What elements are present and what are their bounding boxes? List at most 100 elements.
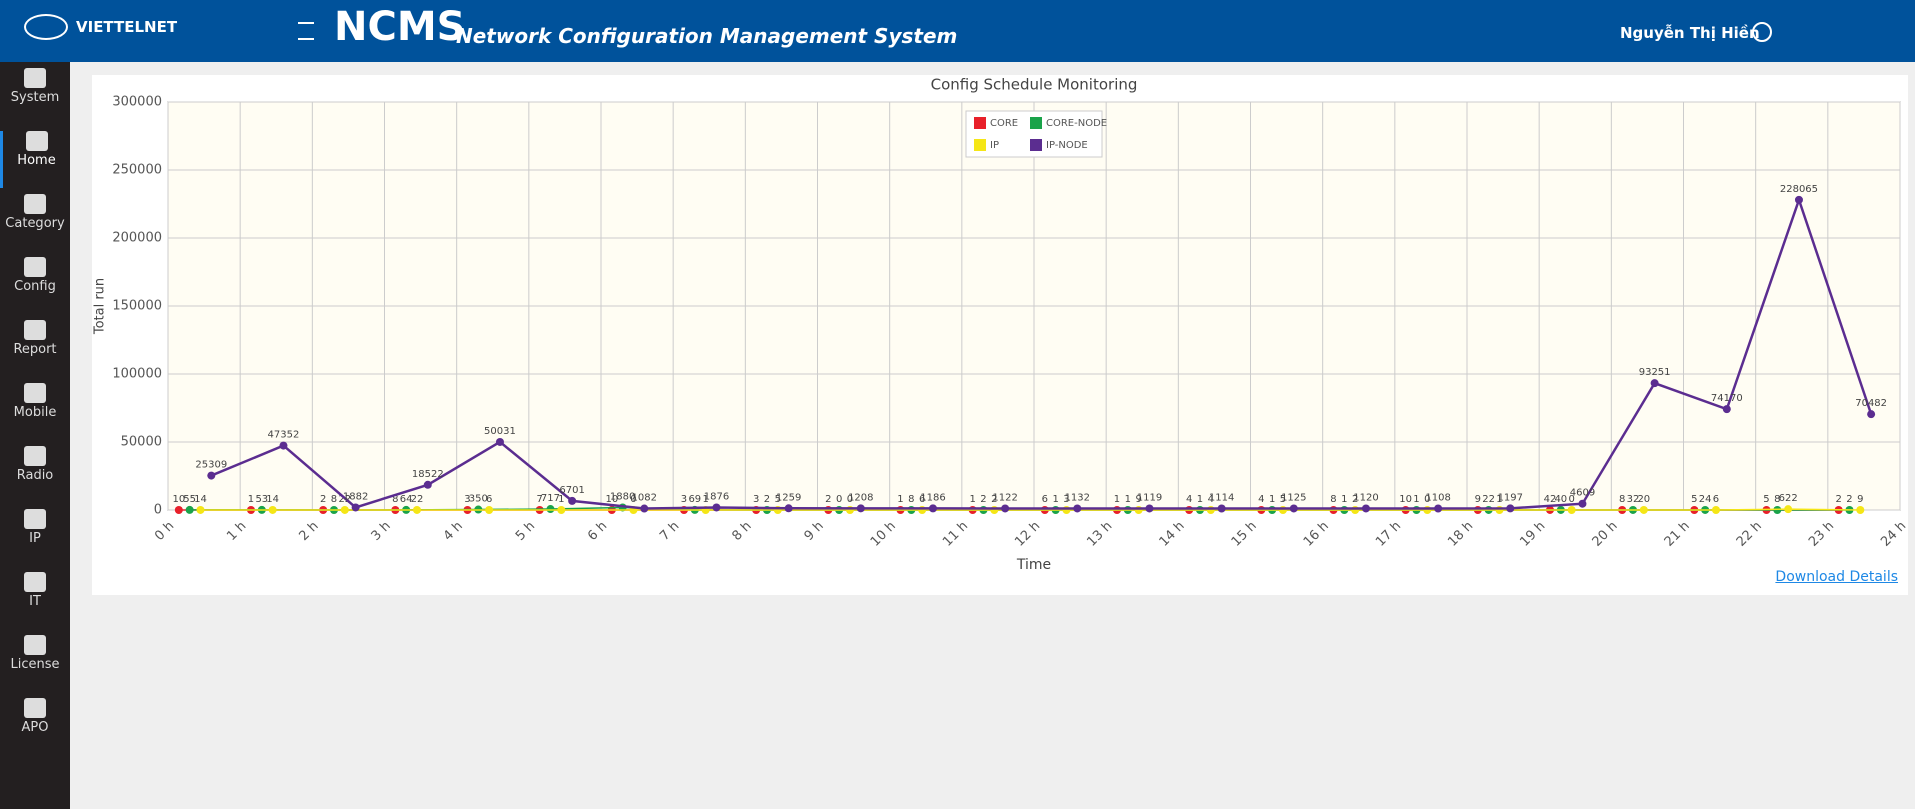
data-point <box>1784 505 1793 514</box>
data-label: 2 <box>1352 494 1358 505</box>
data-label: 1132 <box>1065 492 1090 503</box>
legend-label: CORE <box>990 118 1018 129</box>
data-label: 1 <box>1052 494 1058 505</box>
data-label: 53 <box>255 494 268 505</box>
x-tick-label: 20 h <box>1590 519 1621 550</box>
data-label: 3 <box>753 494 759 505</box>
data-label: 1119 <box>1137 492 1162 503</box>
data-label: 1880 <box>610 491 635 502</box>
nav-item[interactable]: Radio <box>0 446 70 503</box>
data-label: 64 <box>400 494 413 505</box>
data-point <box>1062 505 1071 514</box>
data-label: 228065 <box>1780 184 1818 195</box>
data-point <box>1650 379 1659 388</box>
data-point <box>1206 505 1215 514</box>
data-label: 18522 <box>412 469 444 480</box>
data-point <box>784 504 793 513</box>
y-tick-label: 50000 <box>121 435 162 450</box>
nav-label: Home <box>17 153 56 168</box>
data-label: 1876 <box>704 491 729 502</box>
download-link[interactable]: Download Details <box>1775 569 1898 585</box>
data-label: 10 <box>172 494 185 505</box>
nav-item[interactable]: IP <box>0 509 70 566</box>
data-label: 9 <box>1135 494 1141 505</box>
data-label: 70482 <box>1855 398 1887 409</box>
legend-swatch <box>1030 117 1042 129</box>
nav-item[interactable]: APO <box>0 698 70 755</box>
data-label: 6 <box>486 494 492 505</box>
x-tick-label: 10 h <box>868 519 899 550</box>
data-label: 4 <box>1208 494 1214 505</box>
nav-icon <box>24 194 46 214</box>
data-point <box>568 496 577 505</box>
data-label: 9 <box>1857 494 1863 505</box>
x-tick-label: 12 h <box>1012 519 1043 550</box>
data-label: 0 <box>836 494 842 505</box>
x-tick-label: 15 h <box>1229 519 1260 550</box>
nav-item[interactable]: IT <box>0 572 70 629</box>
nav-label: System <box>10 90 60 105</box>
data-label: 40 <box>1554 494 1567 505</box>
data-point <box>1134 505 1143 514</box>
x-tick-label: 21 h <box>1662 519 1693 550</box>
data-label: 1 <box>969 494 975 505</box>
data-label: 622 <box>1779 493 1798 504</box>
data-label: 24 <box>1699 494 1712 505</box>
x-tick-label: 7 h <box>657 519 682 544</box>
data-label: 10 <box>1399 494 1412 505</box>
data-point <box>1578 499 1587 508</box>
nav-icon <box>24 320 46 340</box>
nav-item[interactable]: License <box>0 635 70 692</box>
data-point <box>423 480 432 489</box>
user-icon[interactable] <box>1752 22 1772 42</box>
x-tick-label: 0 h <box>152 519 177 544</box>
sidebar: System Home Category Config Report Mobile Radi… <box>0 62 70 809</box>
data-label: 1197 <box>1498 492 1523 503</box>
y-tick-label: 300000 <box>112 95 162 110</box>
data-point <box>1434 504 1443 513</box>
data-label: 0 <box>630 494 636 505</box>
data-label: 0 <box>1568 494 1574 505</box>
x-tick-label: 19 h <box>1517 519 1548 550</box>
nav-item[interactable]: Mobile <box>0 383 70 440</box>
nav-label: IP <box>29 531 41 546</box>
data-label: 8 <box>908 494 914 505</box>
data-point <box>1856 505 1865 514</box>
nav-icon <box>24 635 46 655</box>
data-label: 1 <box>558 494 564 505</box>
nav-label: Category <box>5 216 65 231</box>
user-name[interactable]: Nguyễn Thị Hiền <box>1620 24 1760 42</box>
nav-item[interactable]: System <box>0 68 70 125</box>
nav-item[interactable]: Config <box>0 257 70 314</box>
x-tick-label: 22 h <box>1734 519 1765 550</box>
data-point <box>1001 504 1010 513</box>
data-point <box>640 504 649 513</box>
data-point <box>928 504 937 513</box>
data-point <box>1722 405 1731 414</box>
nav-item[interactable]: Home <box>0 131 70 188</box>
nav-item[interactable]: Category <box>0 194 70 251</box>
data-label: 8 <box>392 494 398 505</box>
data-point <box>340 505 349 514</box>
x-tick-label: 1 h <box>224 519 249 544</box>
chart: Config Schedule Monitoring Time Total run 0… <box>93 76 1910 574</box>
data-label: 1108 <box>1425 492 1450 503</box>
nav-item[interactable]: Report <box>0 320 70 377</box>
data-label: 4609 <box>1570 488 1595 499</box>
data-label: 20 <box>1637 494 1650 505</box>
data-point <box>495 437 504 446</box>
header: VIETTELNET NCMS Network Configuration Ma… <box>0 0 1915 62</box>
x-tick-label: 9 h <box>802 519 827 544</box>
data-label: 2 <box>991 494 997 505</box>
data-point <box>1867 410 1876 419</box>
data-point <box>1278 505 1287 514</box>
data-label: 32 <box>1627 494 1640 505</box>
data-label: 717 <box>541 493 560 504</box>
data-point <box>412 505 421 514</box>
x-tick-label: 17 h <box>1373 519 1404 550</box>
data-label: 2 <box>825 494 831 505</box>
data-label: 8 <box>331 494 337 505</box>
menu-toggle[interactable] <box>298 22 314 40</box>
app-subtitle: Network Configuration Management System <box>456 24 958 48</box>
